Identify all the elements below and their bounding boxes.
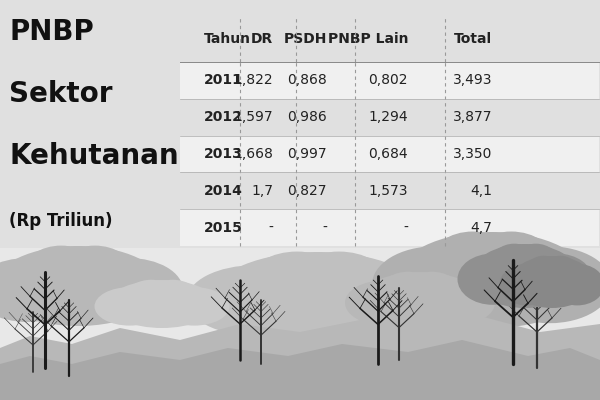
Text: 1,597: 1,597	[233, 110, 273, 124]
Ellipse shape	[458, 254, 528, 305]
Ellipse shape	[74, 258, 183, 322]
Ellipse shape	[95, 287, 164, 326]
Ellipse shape	[250, 252, 344, 309]
Ellipse shape	[529, 274, 575, 306]
Text: 1,294: 1,294	[368, 110, 408, 124]
Text: PNBP: PNBP	[9, 18, 94, 46]
Text: 2014: 2014	[204, 184, 243, 198]
Bar	[180, 99, 599, 136]
Ellipse shape	[23, 246, 99, 298]
Bar	[0, 248, 600, 400]
Ellipse shape	[430, 232, 516, 294]
Bar	[180, 209, 599, 246]
Ellipse shape	[149, 280, 197, 311]
Ellipse shape	[522, 254, 593, 305]
Text: 1,822: 1,822	[233, 74, 273, 88]
Ellipse shape	[381, 272, 435, 308]
Text: 0,997: 0,997	[287, 147, 327, 161]
Ellipse shape	[360, 272, 480, 328]
Ellipse shape	[499, 264, 554, 306]
Text: -: -	[403, 221, 408, 234]
Text: 1,573: 1,573	[368, 184, 408, 198]
Text: Sumber: KLHH & KPK, 2016: Sumber: KLHH & KPK, 2016	[6, 387, 141, 397]
Bar	[180, 62, 599, 99]
Ellipse shape	[417, 280, 495, 325]
Ellipse shape	[439, 266, 545, 323]
Ellipse shape	[510, 256, 594, 308]
Text: 2013: 2013	[204, 147, 243, 161]
Text: PNBP Lain: PNBP Lain	[328, 32, 408, 46]
Ellipse shape	[490, 244, 539, 285]
Ellipse shape	[292, 252, 386, 309]
Ellipse shape	[496, 266, 555, 305]
Ellipse shape	[372, 246, 497, 323]
Ellipse shape	[387, 292, 453, 325]
Polygon shape	[0, 316, 600, 400]
Text: BISNIS/HUSIN PARAPAT: BISNIS/HUSIN PARAPAT	[482, 387, 594, 397]
Ellipse shape	[405, 272, 459, 308]
Ellipse shape	[313, 265, 449, 336]
Ellipse shape	[0, 258, 82, 322]
Text: -: -	[268, 221, 273, 234]
Text: 3,350: 3,350	[452, 147, 492, 161]
Text: 3,877: 3,877	[452, 110, 492, 124]
Text: 2015: 2015	[204, 221, 243, 234]
Text: Sektor: Sektor	[9, 80, 113, 108]
Bar	[180, 136, 599, 172]
Ellipse shape	[127, 280, 176, 311]
Ellipse shape	[260, 283, 376, 336]
Text: 3,493: 3,493	[452, 74, 492, 88]
Ellipse shape	[187, 265, 323, 336]
Ellipse shape	[471, 244, 579, 308]
Text: Kehutanan: Kehutanan	[9, 142, 179, 170]
Text: -: -	[322, 221, 327, 234]
Text: 0,684: 0,684	[368, 147, 408, 161]
Text: 0,827: 0,827	[287, 184, 327, 198]
Text: Tahun: Tahun	[204, 32, 251, 46]
Text: 2011: 2011	[204, 74, 243, 88]
Text: 4,1: 4,1	[470, 184, 492, 198]
Ellipse shape	[542, 256, 580, 290]
Ellipse shape	[0, 246, 162, 326]
Text: 0,986: 0,986	[287, 110, 327, 124]
Text: DR: DR	[251, 32, 273, 46]
Polygon shape	[0, 340, 600, 400]
Ellipse shape	[550, 264, 600, 306]
Ellipse shape	[487, 246, 600, 323]
Text: 0,802: 0,802	[368, 74, 408, 88]
Text: PSDH: PSDH	[284, 32, 327, 46]
Ellipse shape	[57, 246, 133, 298]
Text: Total: Total	[454, 32, 492, 46]
Ellipse shape	[32, 274, 124, 322]
Ellipse shape	[468, 232, 554, 294]
Bar	[180, 172, 599, 209]
Ellipse shape	[160, 287, 229, 326]
Text: 1,668: 1,668	[233, 147, 273, 161]
Text: 1,7: 1,7	[251, 184, 273, 198]
Ellipse shape	[133, 297, 192, 326]
Text: 2012: 2012	[204, 110, 243, 124]
Ellipse shape	[511, 244, 560, 285]
Text: 4,7: 4,7	[470, 221, 492, 234]
Ellipse shape	[213, 252, 423, 340]
Text: 0,868: 0,868	[287, 74, 327, 88]
Ellipse shape	[396, 232, 588, 328]
Ellipse shape	[525, 256, 563, 290]
Text: (Rp Triliun): (Rp Triliun)	[9, 212, 113, 230]
Ellipse shape	[345, 280, 423, 325]
Ellipse shape	[108, 280, 216, 328]
